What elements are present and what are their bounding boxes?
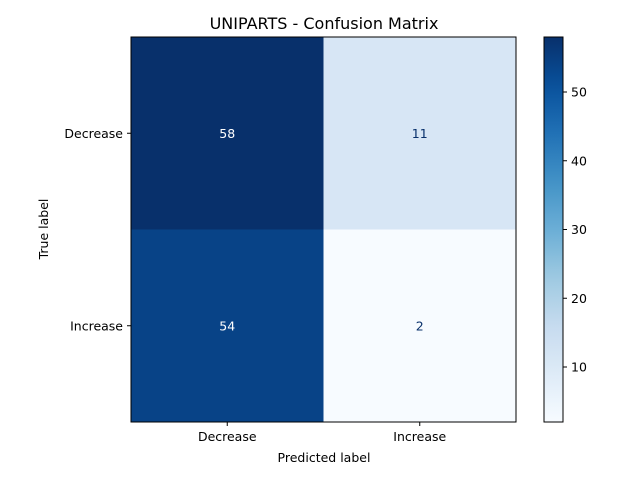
- x-axis-label: Predicted label: [278, 450, 371, 465]
- heatmap-cell: [131, 37, 324, 230]
- heatmap-cell: [323, 229, 517, 423]
- heatmap-cell: [323, 37, 517, 230]
- heatmap-cell: [131, 229, 324, 423]
- colorbar: 10 20 30 40 50: [543, 36, 587, 423]
- colorbar-tick-label: 40: [571, 153, 587, 168]
- heatmap-cells: [131, 37, 517, 423]
- axes: Decrease Increase Decrease Increase: [64, 36, 517, 444]
- cell-value-label: 11: [412, 126, 428, 141]
- colorbar-tick-label: 30: [571, 222, 587, 237]
- x-tick-label: Decrease: [198, 429, 257, 444]
- y-tick-label: Decrease: [64, 126, 123, 141]
- y-axis-label: True label: [36, 199, 51, 261]
- colorbar-tick-label: 50: [571, 85, 587, 100]
- cell-value-label: 54: [219, 318, 235, 333]
- colorbar-tick-label: 10: [571, 360, 587, 375]
- y-tick-label: Increase: [70, 318, 123, 333]
- axes-frame: [130, 36, 517, 423]
- colorbar-gradient: [544, 37, 563, 422]
- cell-value-label: 2: [416, 318, 424, 333]
- chart-title: UNIPARTS - Confusion Matrix: [210, 14, 439, 33]
- cell-value-labels: 58 11 54 2: [219, 126, 427, 334]
- cell-value-label: 58: [219, 126, 235, 141]
- x-tick-label: Increase: [393, 429, 446, 444]
- colorbar-tick-label: 20: [571, 291, 587, 306]
